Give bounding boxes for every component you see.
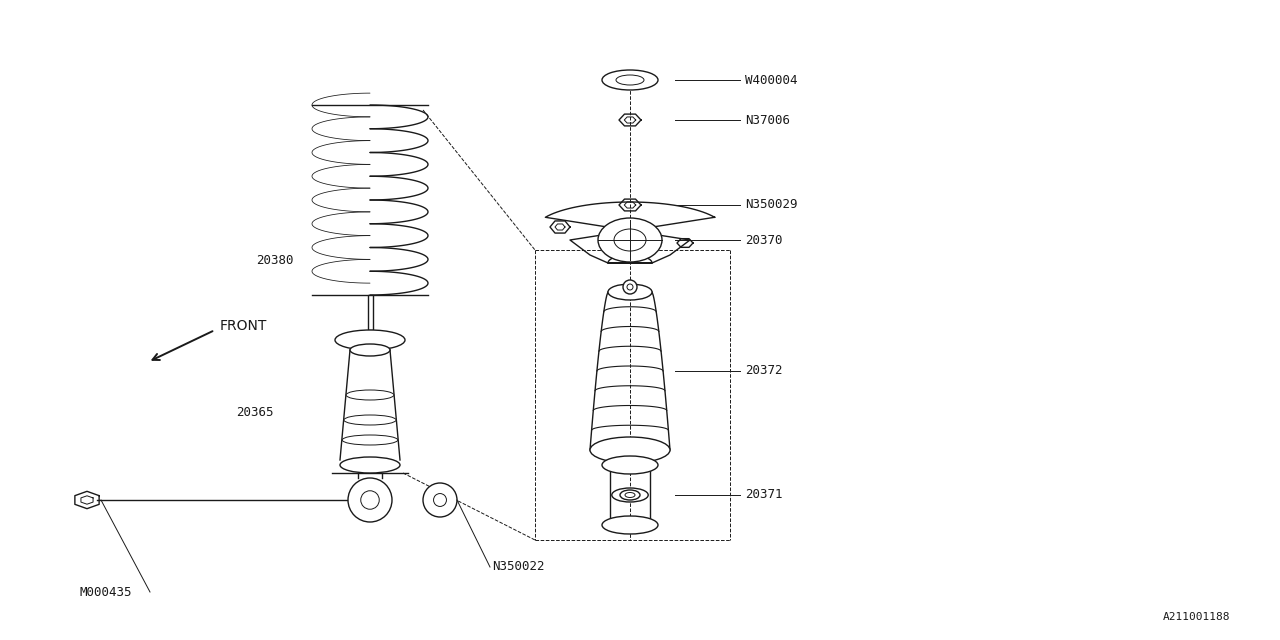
Text: W400004: W400004 bbox=[745, 74, 797, 86]
Ellipse shape bbox=[349, 344, 390, 356]
Ellipse shape bbox=[335, 330, 404, 350]
Text: 20370: 20370 bbox=[745, 234, 782, 246]
Text: M000435: M000435 bbox=[79, 586, 133, 598]
Ellipse shape bbox=[344, 415, 396, 425]
Ellipse shape bbox=[590, 437, 669, 463]
Ellipse shape bbox=[616, 75, 644, 85]
Text: FRONT: FRONT bbox=[220, 319, 268, 333]
Text: N37006: N37006 bbox=[745, 113, 790, 127]
Ellipse shape bbox=[608, 284, 652, 300]
Text: 20371: 20371 bbox=[745, 488, 782, 502]
Ellipse shape bbox=[346, 390, 394, 400]
Ellipse shape bbox=[598, 218, 662, 262]
Ellipse shape bbox=[620, 490, 640, 500]
Ellipse shape bbox=[614, 229, 646, 251]
Ellipse shape bbox=[602, 516, 658, 534]
Ellipse shape bbox=[342, 435, 398, 445]
Text: A211001188: A211001188 bbox=[1162, 612, 1230, 622]
Ellipse shape bbox=[612, 488, 648, 502]
Ellipse shape bbox=[602, 70, 658, 90]
Text: 20372: 20372 bbox=[745, 365, 782, 378]
Text: N350029: N350029 bbox=[745, 198, 797, 211]
FancyBboxPatch shape bbox=[367, 295, 372, 330]
Ellipse shape bbox=[340, 457, 399, 473]
Circle shape bbox=[422, 483, 457, 517]
Circle shape bbox=[434, 493, 447, 506]
Text: 20365: 20365 bbox=[236, 406, 274, 419]
Circle shape bbox=[627, 284, 634, 290]
Circle shape bbox=[361, 491, 379, 509]
Ellipse shape bbox=[602, 456, 658, 474]
Text: 20380: 20380 bbox=[256, 253, 293, 266]
Circle shape bbox=[623, 280, 637, 294]
Circle shape bbox=[348, 478, 392, 522]
Ellipse shape bbox=[625, 493, 635, 497]
Text: N350022: N350022 bbox=[492, 561, 544, 573]
